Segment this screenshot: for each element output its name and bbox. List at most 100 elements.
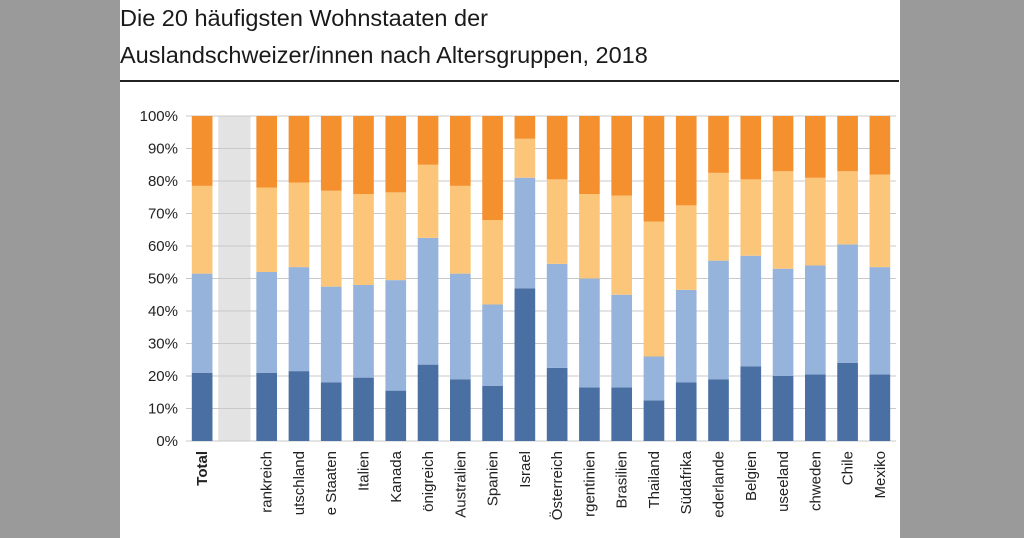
x-category-label: useeland	[775, 451, 792, 512]
bar-segment	[353, 194, 374, 285]
bar-segment	[675, 382, 697, 441]
y-tick-label: 50%	[148, 271, 178, 288]
x-category-label: Spanien	[485, 451, 502, 506]
bar-segment	[514, 177, 536, 289]
bar-segment	[320, 190, 342, 287]
bar-segment	[675, 289, 697, 383]
bar-segment	[353, 285, 374, 378]
bar-segment	[643, 116, 665, 222]
bar-segment	[514, 138, 536, 178]
bar-segment	[772, 116, 794, 172]
bar-segment	[579, 387, 600, 441]
y-tick-label: 70%	[148, 206, 178, 223]
bar-segment	[708, 260, 729, 380]
x-category-label: Total	[194, 451, 211, 486]
x-category-label: Kanada	[388, 450, 405, 502]
bar-segment	[288, 371, 310, 441]
y-tick-label: 80%	[148, 173, 178, 190]
title-divider	[120, 80, 899, 82]
bar-segment	[256, 272, 278, 373]
bar-segment	[579, 194, 600, 279]
x-category-label: rankreich	[259, 451, 276, 513]
chart-panel: Die 20 häufigsten Wohnstaaten der Auslan…	[120, 0, 900, 538]
bar-segment	[191, 273, 213, 373]
bar-segment	[611, 116, 633, 196]
bar-segment	[514, 288, 536, 441]
bar-segment	[772, 376, 794, 441]
bar-segment	[417, 364, 439, 441]
y-tick-label: 30%	[148, 336, 178, 353]
bar-segment	[385, 390, 407, 441]
bar-segment	[256, 187, 278, 272]
x-category-label: Israel	[517, 451, 534, 488]
bar-segment	[482, 385, 503, 441]
bar-segment	[772, 171, 794, 269]
bar-segment	[740, 179, 762, 256]
bar-segment	[675, 116, 697, 206]
x-category-label: rgentinien	[581, 451, 598, 517]
y-tick-label: 0%	[156, 433, 178, 450]
y-tick-label: 100%	[140, 108, 178, 125]
bar-segment	[482, 116, 503, 220]
x-category-label: Mexiko	[872, 451, 889, 499]
bar-segment	[546, 179, 568, 264]
y-tick-label: 10%	[148, 401, 178, 418]
stacked-bar-chart: 0% 10% 20% 30% 40% 50% 60% 70% 80% 90% 100% Total ra…	[140, 108, 896, 520]
bar-segment	[385, 192, 407, 281]
bar-segment	[611, 195, 633, 295]
bar-segment	[837, 363, 858, 441]
bar-segment	[256, 372, 278, 441]
x-category-label: chweden	[807, 451, 824, 511]
bar-segment	[482, 220, 503, 305]
bar-segment	[837, 171, 858, 245]
x-category-label: Belgien	[743, 451, 760, 501]
chart-title: Die 20 häufigsten Wohnstaaten der Auslan…	[120, 0, 900, 74]
bar-segment	[708, 116, 729, 173]
bar-segment	[256, 116, 278, 188]
bar-segment	[643, 356, 665, 401]
bar-segment	[449, 379, 471, 441]
bar-segment	[320, 286, 342, 383]
x-category-label: önigreich	[420, 451, 437, 512]
bar-segment	[482, 304, 503, 386]
bar-segment	[417, 164, 439, 238]
bar-segment	[740, 255, 762, 367]
bar-segment	[288, 267, 310, 372]
x-category-label: Südafrika	[678, 450, 695, 514]
y-tick-label: 40%	[148, 303, 178, 320]
bar-segment	[417, 237, 439, 365]
x-category-label: e Staaten	[323, 451, 340, 515]
bar-segment	[675, 205, 697, 290]
bar-segment	[708, 379, 729, 441]
y-tick-label: 90%	[148, 141, 178, 158]
bar-segment	[740, 366, 762, 441]
x-category-label: Italien	[356, 451, 373, 491]
bar-segment	[804, 177, 826, 266]
bar-segment	[191, 116, 213, 186]
bar-segment	[385, 116, 407, 193]
bar-segment	[837, 244, 858, 363]
bar-segment	[740, 116, 762, 180]
bar-segment	[869, 267, 891, 375]
bar-segment	[804, 116, 826, 178]
bar-segment	[449, 273, 471, 380]
bar-segment	[191, 185, 213, 274]
bar-segment	[611, 294, 633, 388]
x-category-label: utschland	[291, 451, 308, 515]
bar-segment	[869, 116, 891, 175]
bar-segment	[611, 387, 633, 441]
bar-segment	[320, 116, 342, 191]
bar-segment	[449, 116, 471, 186]
bar-segment	[579, 116, 600, 194]
bar-segment	[643, 400, 665, 441]
bar-segment	[353, 377, 374, 441]
bar-segment	[546, 367, 568, 441]
bar-segment	[320, 382, 342, 441]
bar-segment	[869, 174, 891, 268]
bar-segment	[514, 116, 536, 139]
bar-segment	[579, 278, 600, 388]
bar-segment	[804, 265, 826, 375]
bar-segment	[546, 116, 568, 180]
x-category-label: Chile	[840, 451, 857, 485]
bar-segment	[546, 263, 568, 368]
